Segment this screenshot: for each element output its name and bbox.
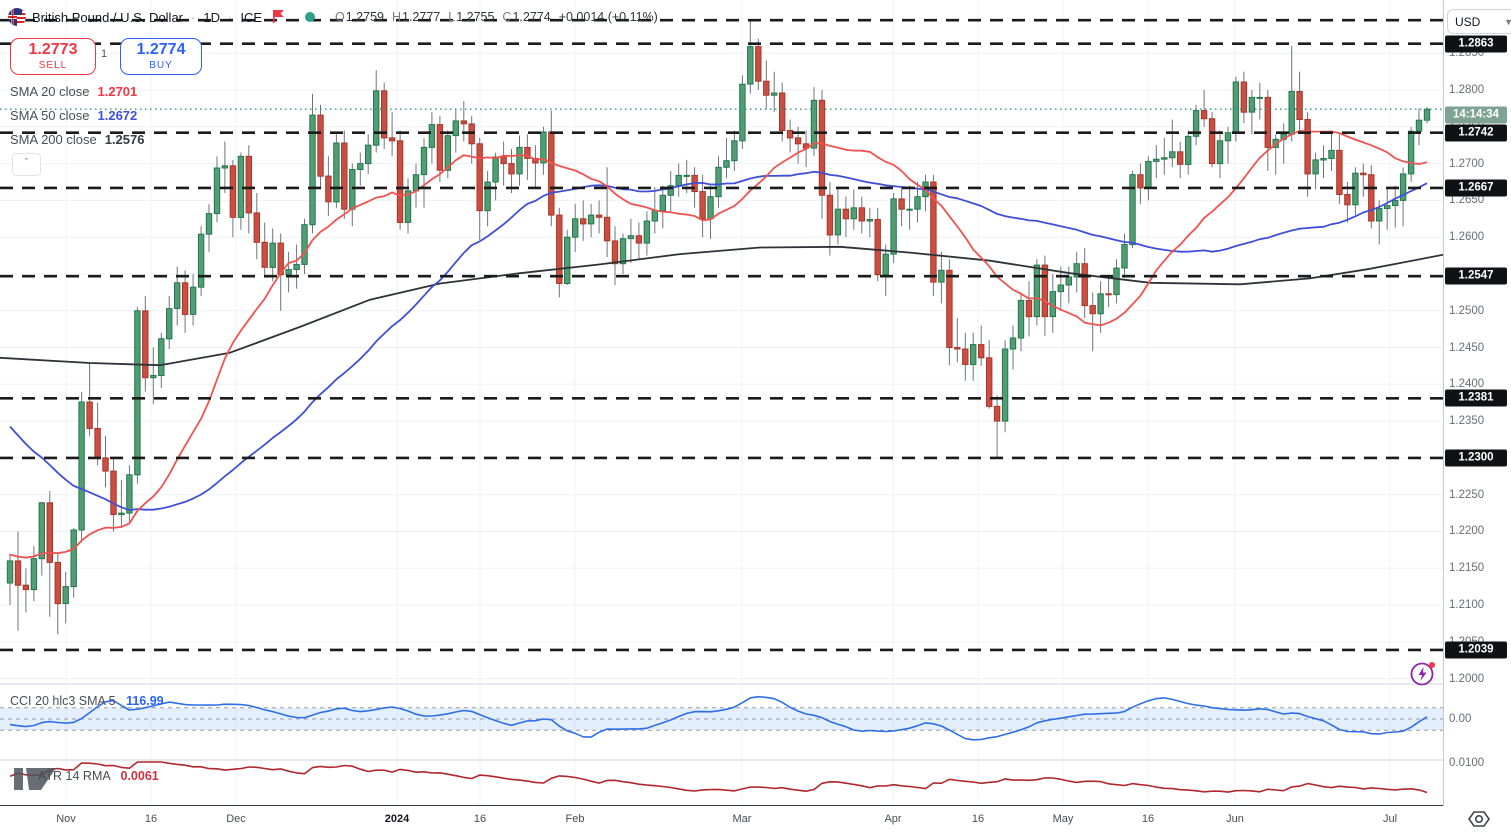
time-axis[interactable]: Nov 16 Dec 2024 16 Feb Mar Apr 16 May 16 Jun Jul xyxy=(0,806,1511,833)
price-tick-label: 1.2800 xyxy=(1449,84,1485,97)
buy-label: BUY xyxy=(149,60,173,71)
atr-label: ATR 14 RMA xyxy=(38,769,111,783)
legend-row-sma-50-close[interactable]: SMA 50 close 1.2672 xyxy=(10,108,137,123)
currency-dropdown[interactable]: USD ▼ xyxy=(1447,9,1511,34)
indicator-value: 1.2701 xyxy=(97,84,138,99)
price-tick-label: 1.2100 xyxy=(1449,599,1485,612)
buy-price: 1.2774 xyxy=(136,41,186,58)
time-tick-label: Jul xyxy=(1382,813,1398,825)
separator: · xyxy=(191,9,196,25)
price-level-badge: 1.2039 xyxy=(1445,641,1507,659)
time-tick-label: Dec xyxy=(226,813,246,825)
legend-row-sma-20-close[interactable]: SMA 20 close 1.2701 xyxy=(10,84,137,99)
exchange-label: ICE xyxy=(240,9,262,25)
price-level-badge: 1.2381 xyxy=(1445,389,1507,407)
price-level-badge: 1.2667 xyxy=(1445,179,1507,197)
price-tick-label: 1.2700 xyxy=(1449,157,1485,170)
flash-alert-button[interactable] xyxy=(1408,658,1438,688)
price-axis[interactable]: 1.28501.28001.27501.27001.26501.26001.25… xyxy=(1444,0,1511,806)
ohlc-readout: O1.2759 H1.2777 L1.2755 C1.2774 +0.0014 … xyxy=(335,10,658,24)
gbpusd-pair-flag-icon xyxy=(8,8,26,26)
price-tick-label: 1.2600 xyxy=(1449,231,1485,244)
price-tick-label: 1.2200 xyxy=(1449,525,1485,538)
price-tick-label: 1.2500 xyxy=(1449,304,1485,317)
sell-button[interactable]: 1.2773 SELL xyxy=(10,38,96,75)
price-level-badge: 1.2300 xyxy=(1445,449,1507,467)
time-tick-label: 16 xyxy=(1141,813,1155,825)
atr-legend-row[interactable]: ATR 14 RMA 0.0061 xyxy=(38,769,159,783)
currency-label: USD xyxy=(1455,14,1481,29)
legend-row-sma-200-close[interactable]: SMA 200 close 1.2576 xyxy=(10,132,144,147)
cci-legend-row[interactable]: CCI 20 hlc3 SMA 5 116.99 xyxy=(10,694,164,708)
buy-button[interactable]: 1.2774 BUY xyxy=(120,38,202,75)
symbol-title[interactable]: British Pound / U.S. Dollar xyxy=(32,9,184,25)
time-tick-label: Nov xyxy=(56,813,76,825)
collapse-legend-button[interactable]: ˇ xyxy=(12,153,41,176)
price-tick-label: 1.2150 xyxy=(1449,562,1485,575)
chevron-down-icon: ▼ xyxy=(1504,16,1511,27)
low-value: 1.2755 xyxy=(456,10,495,24)
interval-label[interactable]: 1D xyxy=(203,9,220,25)
time-tick-label: Mar xyxy=(732,813,752,825)
tradingview-logo-icon xyxy=(14,762,60,801)
close-value: 1.2774 xyxy=(512,10,551,24)
camera-snapshot-button[interactable] xyxy=(1466,807,1492,831)
indicator-name: SMA 200 close xyxy=(10,132,97,147)
separator: · xyxy=(227,9,233,25)
open-value: 1.2759 xyxy=(345,10,384,24)
change-value: +0.0014 (+0.11%) xyxy=(558,10,658,24)
price-tick-label: 1.2400 xyxy=(1449,378,1485,391)
red-flag-icon[interactable] xyxy=(272,9,285,26)
price-tick-label: 1.2250 xyxy=(1449,488,1485,501)
indicator-name: SMA 20 close xyxy=(10,84,90,99)
time-tick-label: 16 xyxy=(144,813,158,825)
symbol-header: British Pound / U.S. Dollar · 1D · ICE O… xyxy=(8,8,658,26)
sell-price: 1.2773 xyxy=(28,41,78,58)
indicator-value: 1.2576 xyxy=(104,132,145,147)
price-level-badge: 1.2742 xyxy=(1445,124,1507,142)
time-tick-label: 16 xyxy=(971,813,985,825)
time-tick-label: 2024 xyxy=(384,813,410,825)
price-level-badge: 1.2547 xyxy=(1445,267,1507,285)
time-tick-label: 16 xyxy=(473,813,487,825)
time-tick-label: Feb xyxy=(565,813,585,825)
atr-value: 0.0061 xyxy=(120,769,159,783)
market-status-dot-icon[interactable] xyxy=(305,12,315,22)
spread-value: 1 xyxy=(101,48,108,60)
cci-axis-tick: 0.00 xyxy=(1449,713,1472,725)
cci-label: CCI 20 hlc3 SMA 5 xyxy=(10,694,116,708)
price-tick-label: 1.2000 xyxy=(1449,672,1485,685)
cci-value: 116.99 xyxy=(126,694,164,708)
indicator-value: 1.2672 xyxy=(97,108,138,123)
time-tick-label: May xyxy=(1052,813,1074,825)
indicator-name: SMA 50 close xyxy=(10,108,90,123)
sell-label: SELL xyxy=(38,60,68,71)
high-value: 1.2777 xyxy=(402,10,441,24)
bar-countdown-badge: 14:14:34 xyxy=(1445,106,1507,124)
time-tick-label: Apr xyxy=(884,813,902,825)
price-tick-label: 1.2350 xyxy=(1449,415,1485,428)
price-tick-label: 1.2650 xyxy=(1449,194,1485,207)
atr-axis-tick: 0.0100 xyxy=(1449,757,1485,769)
price-level-badge: 1.2863 xyxy=(1445,35,1507,53)
time-tick-label: Jun xyxy=(1226,813,1244,825)
price-tick-label: 1.2450 xyxy=(1449,341,1485,354)
